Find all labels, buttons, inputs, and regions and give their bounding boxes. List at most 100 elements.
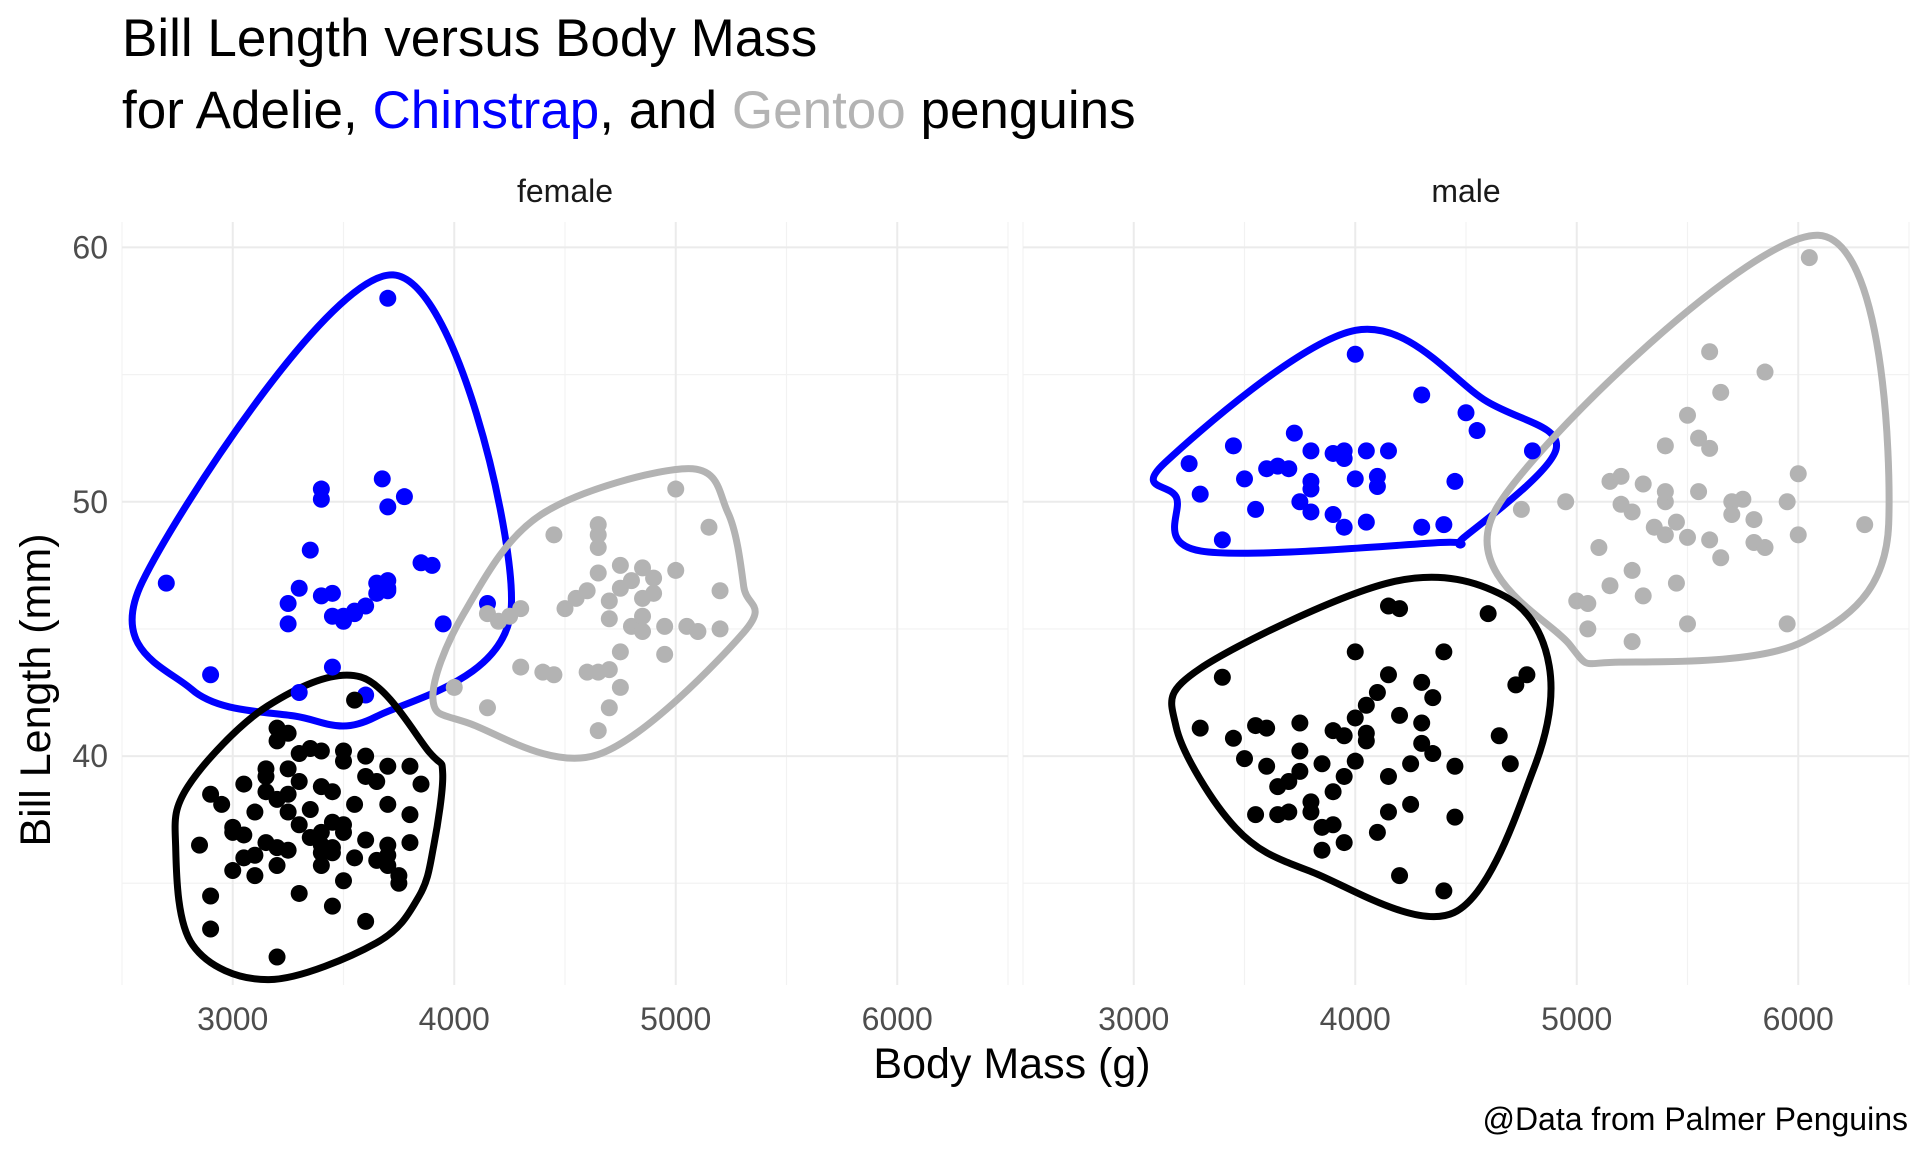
point-adelie — [379, 846, 397, 864]
point-adelie — [323, 844, 341, 862]
point-gentoo — [1590, 539, 1608, 557]
point-adelie — [1379, 803, 1397, 821]
point-gentoo — [512, 600, 530, 618]
hull-gentoo — [1483, 231, 1893, 668]
point-chinstrap — [1236, 470, 1253, 488]
point-gentoo — [600, 592, 618, 610]
point-adelie — [412, 775, 430, 793]
hulls-female — [128, 271, 759, 984]
facet-panel-male: male 3000 4000 5000 6000 — [1022, 173, 1910, 1037]
point-gentoo — [1623, 561, 1641, 579]
point-chinstrap — [290, 684, 308, 702]
point-gentoo — [667, 480, 685, 498]
point-adelie — [1224, 729, 1242, 747]
point-chinstrap — [1346, 345, 1364, 363]
point-gentoo — [667, 561, 685, 579]
point-adelie — [1291, 714, 1309, 732]
x-tick-label: 4000 — [1320, 1001, 1391, 1037]
point-adelie — [1258, 757, 1276, 775]
point-gentoo — [1789, 526, 1807, 544]
point-chinstrap — [434, 615, 452, 633]
point-chinstrap — [379, 579, 397, 597]
point-adelie — [1346, 752, 1364, 770]
point-adelie — [1391, 867, 1409, 885]
point-chinstrap — [1379, 442, 1397, 460]
point-gentoo — [1756, 363, 1774, 381]
point-chinstrap — [373, 470, 391, 488]
point-adelie — [1435, 882, 1453, 900]
point-chinstrap — [1468, 422, 1486, 440]
point-gentoo — [1667, 513, 1685, 531]
point-adelie — [346, 795, 364, 813]
point-gentoo — [1667, 574, 1685, 592]
point-chinstrap — [1213, 531, 1231, 549]
point-adelie — [1446, 757, 1464, 775]
point-gentoo — [445, 678, 463, 696]
x-axis-title: Body Mass (g) — [873, 1040, 1150, 1088]
point-chinstrap — [379, 289, 397, 307]
point-adelie — [1402, 795, 1420, 813]
point-adelie — [1258, 719, 1276, 737]
point-gentoo — [1656, 526, 1674, 544]
point-chinstrap — [301, 541, 319, 559]
point-adelie — [1324, 783, 1342, 801]
point-chinstrap — [312, 490, 330, 508]
point-gentoo — [512, 658, 530, 676]
point-adelie — [1302, 803, 1320, 821]
y-tick-label: 60 — [72, 229, 108, 265]
point-adelie — [335, 872, 352, 890]
point-gentoo — [634, 559, 652, 577]
point-gentoo — [645, 584, 663, 602]
point-gentoo — [1612, 467, 1630, 485]
point-gentoo — [1789, 465, 1807, 483]
point-adelie — [235, 775, 253, 793]
point-chinstrap — [423, 556, 441, 574]
point-adelie — [1501, 755, 1519, 773]
point-gentoo — [1623, 503, 1641, 521]
point-adelie — [1507, 676, 1525, 694]
point-adelie — [1269, 806, 1287, 824]
point-gentoo — [1756, 539, 1774, 557]
point-chinstrap — [1413, 386, 1431, 404]
point-adelie — [279, 785, 297, 803]
point-chinstrap — [1324, 444, 1342, 462]
point-chinstrap — [1191, 485, 1209, 503]
point-adelie — [235, 826, 253, 844]
point-gentoo — [634, 607, 652, 625]
point-gentoo — [1557, 493, 1575, 511]
point-gentoo — [1579, 595, 1597, 612]
point-gentoo — [1512, 500, 1530, 518]
point-adelie — [246, 867, 264, 885]
point-gentoo — [556, 600, 574, 618]
point-adelie — [268, 856, 286, 874]
point-gentoo — [1679, 406, 1696, 424]
point-gentoo — [634, 622, 652, 640]
title-chinstrap: Chinstrap — [372, 81, 599, 140]
point-adelie — [390, 867, 408, 885]
point-gentoo — [1778, 493, 1796, 511]
point-adelie — [246, 846, 264, 864]
points-female — [157, 289, 729, 966]
point-chinstrap — [1523, 442, 1541, 460]
point-gentoo — [611, 643, 629, 661]
point-adelie — [1236, 750, 1253, 768]
point-adelie — [268, 948, 286, 966]
point-adelie — [1357, 696, 1375, 714]
point-adelie — [312, 856, 330, 874]
point-gentoo — [645, 569, 663, 587]
point-adelie — [202, 920, 220, 938]
point-adelie — [279, 841, 297, 859]
point-gentoo — [1723, 505, 1741, 523]
point-adelie — [312, 742, 330, 760]
point-adelie — [1379, 597, 1397, 615]
x-tick-label: 6000 — [1763, 1001, 1834, 1037]
point-gentoo — [1734, 490, 1752, 508]
point-gentoo — [1712, 549, 1730, 567]
points-male — [1180, 249, 1874, 900]
point-adelie — [246, 803, 264, 821]
point-gentoo — [1679, 615, 1696, 633]
point-gentoo — [1701, 531, 1719, 549]
x-tick-label: 3000 — [1098, 1001, 1169, 1037]
point-adelie — [401, 834, 419, 852]
point-chinstrap — [357, 597, 375, 615]
